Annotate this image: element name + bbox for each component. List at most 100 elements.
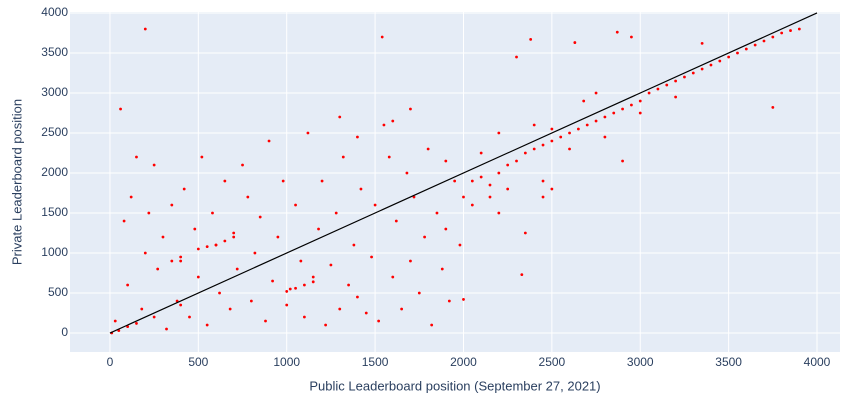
point xyxy=(341,155,345,159)
point xyxy=(170,203,174,207)
point xyxy=(317,227,320,231)
point xyxy=(559,135,563,139)
point xyxy=(311,280,315,284)
point xyxy=(647,91,651,95)
point xyxy=(506,187,510,191)
y-tick-label: 1500 xyxy=(41,205,68,219)
point xyxy=(444,227,448,231)
point xyxy=(394,219,398,223)
point xyxy=(515,55,518,59)
point xyxy=(391,119,395,123)
point xyxy=(135,322,138,325)
point xyxy=(188,315,191,319)
x-tick-label: 2500 xyxy=(539,355,566,369)
point xyxy=(447,299,451,303)
point xyxy=(541,143,545,147)
point xyxy=(241,163,244,167)
x-tick-label: 500 xyxy=(188,355,208,369)
point xyxy=(196,275,200,279)
point xyxy=(382,123,386,127)
point xyxy=(380,35,384,39)
point xyxy=(119,107,122,111)
point xyxy=(200,155,204,159)
point xyxy=(515,159,518,163)
point xyxy=(122,219,126,223)
point xyxy=(338,115,342,119)
point xyxy=(573,41,577,44)
y-tick-label: 4000 xyxy=(41,5,68,19)
point xyxy=(267,139,271,143)
point xyxy=(334,211,338,215)
x-tick-label: 1500 xyxy=(362,355,389,369)
point xyxy=(356,295,359,299)
point xyxy=(152,163,156,167)
point xyxy=(193,227,197,231)
y-tick-label: 0 xyxy=(61,325,68,339)
point xyxy=(435,211,439,215)
point xyxy=(302,283,306,287)
point xyxy=(532,123,536,127)
point xyxy=(594,91,598,95)
point xyxy=(665,83,669,87)
point xyxy=(529,37,533,41)
point xyxy=(488,195,492,199)
point xyxy=(789,29,792,32)
point xyxy=(246,195,250,199)
point xyxy=(377,319,381,323)
point xyxy=(603,115,607,119)
point xyxy=(113,319,117,323)
x-tick-label: 0 xyxy=(107,355,114,369)
point xyxy=(152,315,156,319)
point xyxy=(228,307,232,311)
point xyxy=(302,315,306,319)
point xyxy=(211,211,214,215)
point xyxy=(550,187,554,191)
point xyxy=(223,239,227,243)
point xyxy=(232,231,236,235)
point xyxy=(621,107,624,111)
point xyxy=(440,267,444,271)
point xyxy=(126,283,130,287)
point xyxy=(264,319,267,323)
point xyxy=(129,195,133,199)
point xyxy=(205,245,209,249)
point xyxy=(744,47,748,51)
point xyxy=(182,187,186,191)
x-tick-label: 3000 xyxy=(627,355,654,369)
y-axis-title: Private Leaderboard position xyxy=(9,99,24,265)
point xyxy=(143,27,147,31)
x-tick-label: 1000 xyxy=(273,355,300,369)
point xyxy=(453,179,457,183)
point xyxy=(324,323,328,327)
point xyxy=(585,123,589,127)
point xyxy=(294,203,297,207)
point xyxy=(718,59,722,63)
point xyxy=(288,287,292,291)
point xyxy=(285,303,289,307)
point xyxy=(409,107,412,111)
point xyxy=(156,267,160,271)
point xyxy=(423,235,426,239)
point xyxy=(674,95,678,99)
point xyxy=(214,243,218,247)
point xyxy=(417,291,421,295)
point xyxy=(161,235,165,239)
point xyxy=(638,99,642,103)
point xyxy=(338,307,342,311)
point xyxy=(656,87,660,91)
point xyxy=(179,255,183,259)
point xyxy=(727,55,731,59)
point xyxy=(612,111,616,115)
point xyxy=(458,243,462,247)
point xyxy=(568,147,571,151)
point xyxy=(488,183,492,187)
point xyxy=(400,307,404,311)
point xyxy=(630,35,633,39)
point xyxy=(426,147,430,151)
point xyxy=(470,179,474,183)
point xyxy=(285,290,289,293)
point xyxy=(373,203,377,207)
point xyxy=(249,299,253,303)
point xyxy=(320,179,324,183)
point xyxy=(470,203,474,207)
